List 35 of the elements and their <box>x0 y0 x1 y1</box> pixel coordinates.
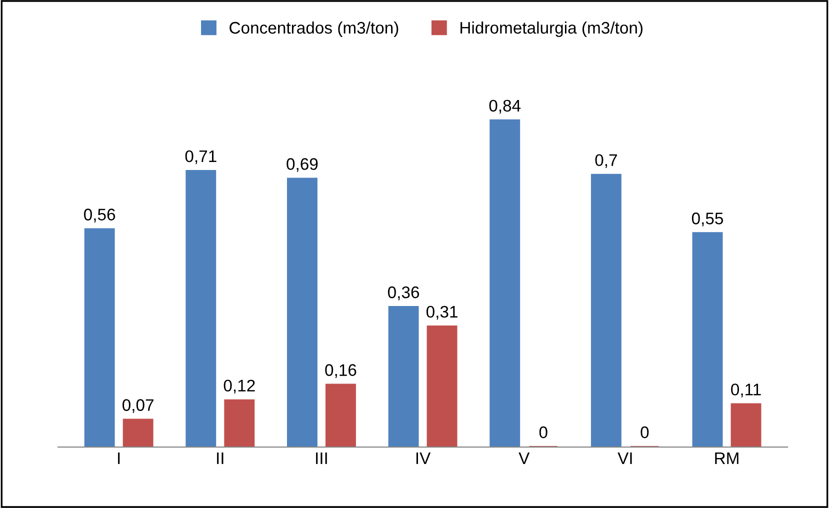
x-tick-label: II <box>217 452 224 464</box>
data-label: 0,11 <box>731 384 761 398</box>
data-label: 0,07 <box>122 399 154 413</box>
x-tick-label: IV <box>416 452 431 464</box>
bar <box>730 403 762 448</box>
bar <box>490 119 520 448</box>
data-label: 0,84 <box>489 100 521 114</box>
data-label: 0 <box>640 426 649 438</box>
data-label: 0,55 <box>692 212 724 226</box>
legend-label: Hidrometalurgia (m3/ton) <box>460 21 642 38</box>
x-tick-label: III <box>316 452 327 464</box>
data-label: 0,16 <box>325 364 356 378</box>
bar <box>426 325 458 448</box>
bar <box>84 228 115 448</box>
bar <box>286 178 318 448</box>
data-label: 0 <box>539 426 548 438</box>
bar <box>692 232 723 448</box>
data-label: 0,56 <box>84 208 116 222</box>
data-label: 0,71 <box>185 150 216 164</box>
data-label: 0,7 <box>595 154 617 168</box>
bar <box>122 418 154 448</box>
bar <box>388 306 419 448</box>
x-tick-label: RM <box>715 452 738 464</box>
x-tick-label: VI <box>618 452 632 464</box>
legend-label: Concentrados (m3/ton) <box>230 21 398 38</box>
data-label: 0,36 <box>388 286 420 300</box>
x-tick-label: V <box>518 452 530 464</box>
x-tick-label: I <box>118 452 120 464</box>
bar <box>224 399 255 448</box>
data-label: 0,31 <box>426 306 458 320</box>
bar <box>325 384 356 448</box>
bar <box>186 170 216 448</box>
data-label: 0,12 <box>224 380 255 394</box>
data-label: 0,69 <box>286 158 318 172</box>
bar <box>590 174 622 448</box>
